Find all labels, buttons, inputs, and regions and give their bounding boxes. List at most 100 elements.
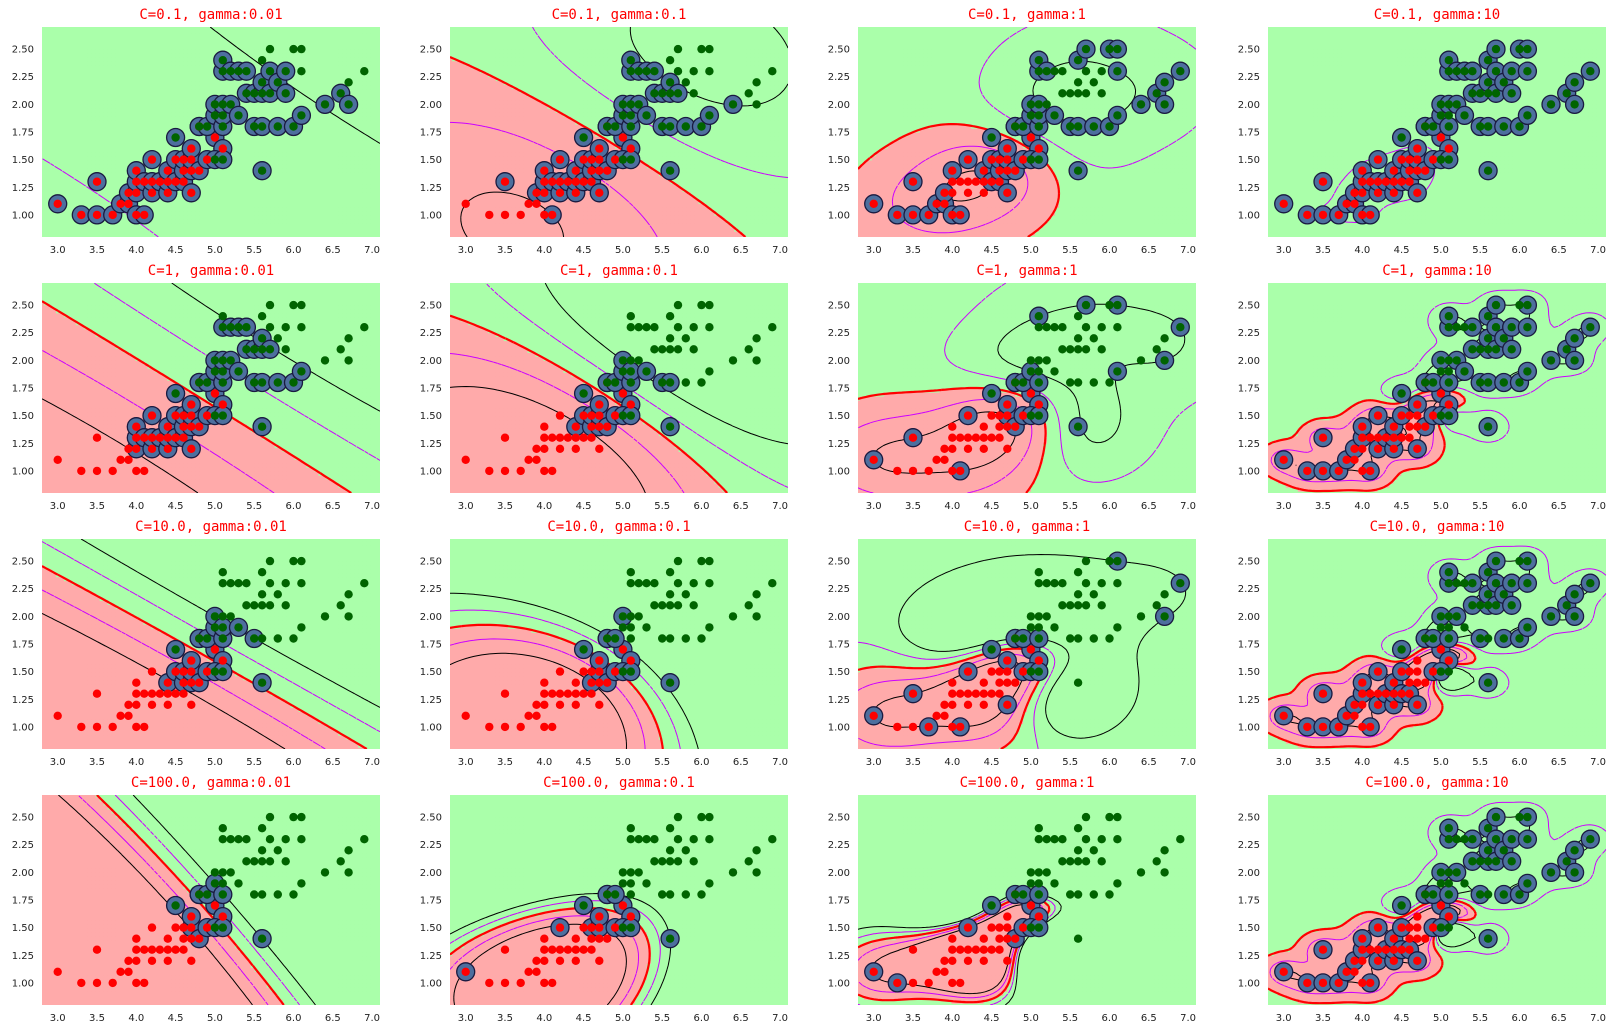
region-cell — [135, 104, 140, 109]
region-cell — [108, 136, 113, 141]
region-cell — [227, 227, 232, 232]
region-cell — [358, 124, 363, 129]
region-cell — [496, 231, 501, 236]
region-cell — [378, 219, 383, 224]
region-cell — [88, 156, 93, 161]
region-cell — [120, 136, 125, 141]
region-cell — [275, 25, 280, 30]
region-cell — [139, 124, 144, 129]
region-cell — [120, 164, 125, 169]
region-cell — [104, 29, 109, 34]
region-cell — [88, 199, 93, 204]
region-cell — [211, 231, 216, 236]
region-cell — [68, 81, 73, 86]
region-cell — [171, 227, 176, 232]
region-cell — [227, 219, 232, 224]
region-cell — [76, 25, 81, 30]
region-cell — [374, 195, 379, 200]
region-cell — [223, 184, 228, 189]
region-cell — [275, 144, 280, 149]
region-cell — [310, 168, 315, 173]
region-cell — [195, 231, 200, 236]
region-cell — [243, 215, 248, 220]
region-cell — [342, 227, 347, 232]
region-cell — [179, 124, 184, 129]
region-cell — [92, 168, 97, 173]
region-cell — [239, 195, 244, 200]
region-cell — [191, 112, 196, 117]
region-cell — [88, 69, 93, 74]
region-cell — [330, 73, 335, 78]
region-cell — [338, 53, 343, 58]
region-cell — [378, 144, 383, 149]
region-cell — [155, 49, 160, 54]
region-cell — [306, 49, 311, 54]
region-cell — [120, 112, 125, 117]
region-cell — [358, 136, 363, 141]
region-cell — [52, 152, 57, 157]
region-cell — [295, 152, 300, 157]
region-cell — [362, 25, 367, 30]
region-cell — [306, 199, 311, 204]
region-cell — [283, 156, 288, 161]
region-cell — [603, 231, 608, 236]
region-cell — [139, 227, 144, 232]
region-cell — [44, 136, 49, 141]
point-class1 — [274, 122, 282, 130]
point-class0 — [54, 200, 62, 208]
region-cell — [279, 112, 284, 117]
region-cell — [135, 81, 140, 86]
region-cell — [159, 219, 164, 224]
region-cell — [362, 168, 367, 173]
region-cell — [124, 219, 129, 224]
region-cell — [366, 104, 371, 109]
region-cell — [147, 73, 152, 78]
region-cell — [362, 176, 367, 181]
region-cell — [92, 152, 97, 157]
region-cell — [96, 195, 101, 200]
region-cell — [52, 116, 57, 121]
region-cell — [338, 227, 343, 232]
region-cell — [128, 136, 133, 141]
region-cell — [187, 73, 192, 78]
region-cell — [231, 136, 236, 141]
region-cell — [291, 156, 296, 161]
region-cell — [358, 116, 363, 121]
region-cell — [92, 116, 97, 121]
region-cell — [135, 37, 140, 42]
region-cell — [155, 112, 160, 117]
region-cell — [207, 41, 212, 46]
region-cell — [40, 184, 45, 189]
region-cell — [322, 25, 327, 30]
region-cell — [239, 207, 244, 212]
region-cell — [306, 81, 311, 86]
region-cell — [283, 112, 288, 117]
region-cell — [52, 156, 57, 161]
region-cell — [295, 195, 300, 200]
region-cell — [326, 49, 331, 54]
region-cell — [231, 164, 236, 169]
region-cell — [88, 195, 93, 200]
region-cell — [374, 168, 379, 173]
region-cell — [358, 37, 363, 42]
region-cell — [338, 219, 343, 224]
region-cell — [44, 25, 49, 30]
region-cell — [326, 132, 331, 137]
region-cell — [68, 219, 73, 224]
region-cell — [120, 53, 125, 58]
region-cell — [76, 136, 81, 141]
region-cell — [191, 219, 196, 224]
region-cell — [76, 37, 81, 42]
region-cell — [159, 49, 164, 54]
region-cell — [295, 61, 300, 66]
region-cell — [520, 231, 525, 236]
region-cell — [203, 227, 208, 232]
region-cell — [362, 49, 367, 54]
region-cell — [231, 215, 236, 220]
panel-1: C=0.1, gamma:0.013.0 3.5 4.0 4.5 5.0 5.5 6.0 6.… — [12, 7, 383, 256]
region-cell — [227, 85, 232, 90]
region-cell — [299, 85, 304, 90]
region-cell — [163, 144, 168, 149]
region-cell — [72, 188, 77, 193]
